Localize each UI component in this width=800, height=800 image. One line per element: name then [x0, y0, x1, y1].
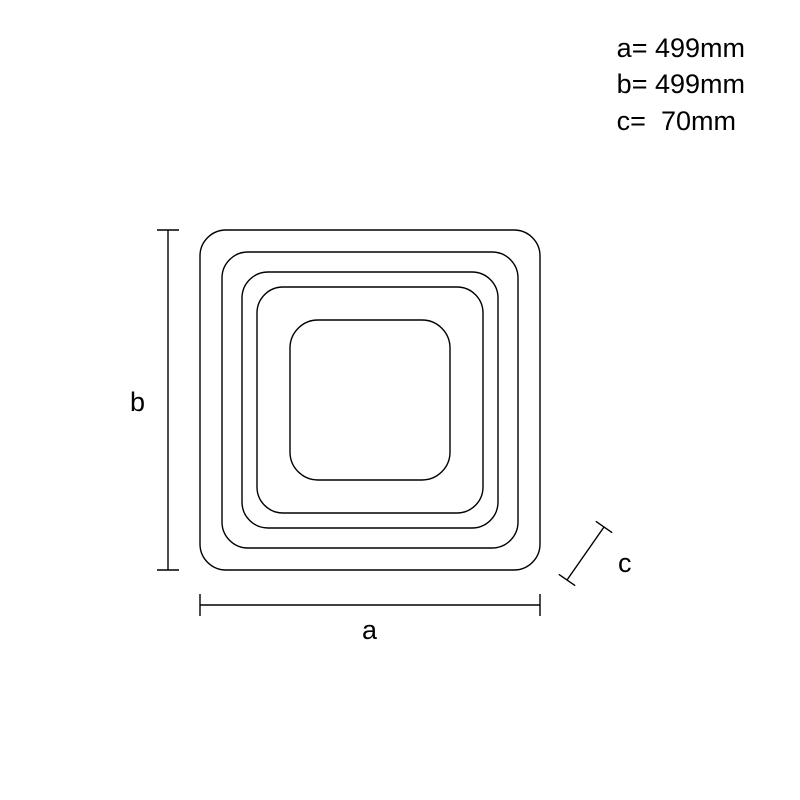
diagram-canvas: a= 499mm b= 499mm c= 70mm b a c — [0, 0, 800, 800]
dimension-label-b: b — [130, 387, 145, 418]
technical-drawing — [0, 0, 800, 800]
dimension-label-a: a — [362, 615, 377, 646]
dimension-label-c: c — [618, 548, 632, 579]
